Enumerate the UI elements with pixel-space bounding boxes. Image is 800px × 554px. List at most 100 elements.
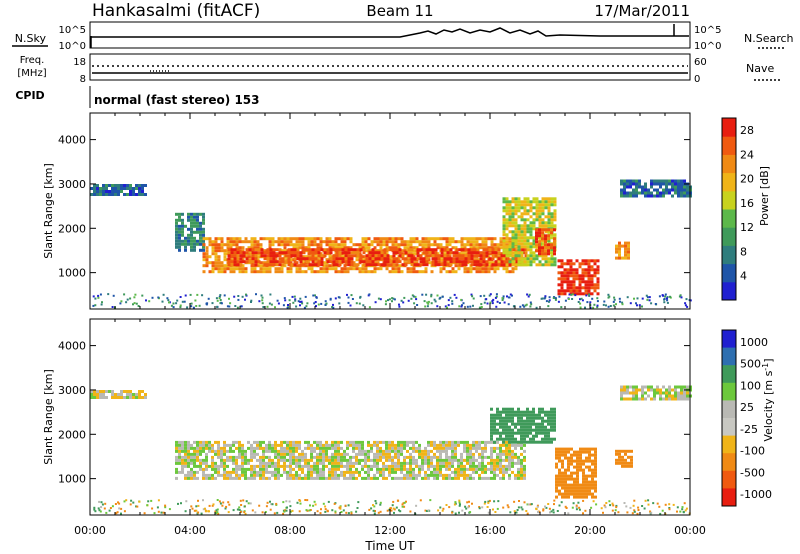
speckle-cell — [571, 298, 574, 300]
data-cell — [346, 267, 350, 271]
data-cell — [584, 271, 588, 275]
data-cell — [493, 449, 496, 453]
data-cell — [245, 248, 249, 252]
data-cell — [111, 184, 114, 187]
data-cell — [358, 443, 361, 447]
speckle-cell — [101, 503, 104, 506]
data-cell — [416, 257, 420, 261]
data-cell — [409, 458, 412, 462]
data-cell — [367, 452, 370, 456]
data-cell — [485, 251, 489, 255]
data-cell — [630, 458, 633, 462]
data-cell — [497, 251, 501, 255]
data-cell — [499, 455, 502, 459]
data-cell — [567, 474, 570, 478]
data-cell — [538, 413, 541, 417]
data-cell — [430, 449, 433, 453]
data-cell — [316, 464, 319, 468]
data-cell — [544, 246, 547, 250]
data-cell — [93, 193, 96, 196]
data-cell — [529, 242, 533, 246]
data-cell — [620, 397, 623, 401]
data-cell — [499, 443, 502, 447]
data-cell — [364, 452, 367, 456]
data-cell — [563, 268, 567, 272]
speckle-cell — [568, 293, 571, 296]
speckle-cell — [390, 509, 393, 512]
data-cell — [391, 246, 395, 250]
speckle-cell — [458, 511, 460, 514]
data-cell — [523, 197, 527, 201]
data-cell — [394, 237, 398, 241]
data-cell — [361, 246, 365, 250]
data-cell — [280, 449, 283, 453]
data-cell — [340, 461, 343, 465]
speckle-cell — [658, 295, 661, 298]
data-cell — [283, 464, 286, 468]
speckle-cell — [632, 504, 635, 507]
speckle-cell — [269, 508, 272, 511]
speckle-cell — [111, 505, 114, 508]
data-cell — [588, 447, 591, 451]
data-cell — [379, 243, 383, 247]
data-cell — [538, 254, 542, 258]
data-cell — [535, 257, 539, 261]
speckle-cell — [548, 300, 550, 303]
data-cell — [322, 476, 325, 480]
speckle-cell — [242, 499, 245, 502]
data-cell — [102, 193, 105, 196]
speckle-cell — [157, 510, 160, 513]
data-cell — [325, 464, 328, 468]
data-cell — [271, 461, 274, 465]
data-cell — [508, 224, 512, 228]
station-title: Hankasalmi (fitACF) — [92, 1, 260, 21]
data-cell — [286, 240, 290, 244]
data-cell — [424, 455, 427, 459]
speckle-cell — [299, 304, 301, 307]
data-cell — [361, 467, 364, 471]
data-cell — [535, 413, 538, 417]
data-cell — [641, 385, 644, 389]
speckle-cell — [403, 505, 406, 508]
data-cell — [202, 270, 206, 274]
speckle-cell — [347, 512, 350, 515]
data-cell — [582, 495, 585, 499]
data-cell — [472, 455, 475, 459]
data-cell — [476, 263, 480, 267]
data-cell — [499, 431, 502, 435]
data-cell — [286, 464, 289, 468]
data-cell — [553, 224, 557, 228]
data-cell — [490, 458, 493, 462]
data-cell — [355, 443, 358, 447]
data-cell — [406, 476, 409, 480]
data-cell — [641, 191, 644, 195]
data-cell — [208, 243, 212, 247]
data-cell — [358, 246, 362, 250]
speckle-cell — [204, 507, 206, 510]
data-cell — [526, 203, 530, 207]
data-cell — [558, 492, 561, 496]
speckle-cell — [97, 294, 100, 297]
data-cell — [674, 188, 677, 192]
data-cell — [99, 190, 102, 193]
data-cell — [397, 446, 400, 450]
data-cell — [338, 263, 342, 267]
data-cell — [555, 453, 558, 457]
data-cell — [227, 263, 231, 267]
data-cell — [96, 390, 99, 393]
data-cell — [226, 246, 230, 250]
data-cell — [361, 449, 364, 453]
data-cell — [508, 248, 512, 252]
data-cell — [440, 254, 444, 258]
data-cell — [547, 206, 551, 210]
data-cell — [541, 431, 544, 435]
speckle-cell — [549, 511, 551, 514]
data-cell — [511, 431, 514, 435]
data-cell — [448, 440, 451, 444]
data-cell — [529, 437, 532, 441]
data-cell — [561, 486, 564, 490]
data-cell — [553, 252, 556, 256]
data-cell — [190, 452, 193, 456]
data-cell — [359, 257, 363, 261]
